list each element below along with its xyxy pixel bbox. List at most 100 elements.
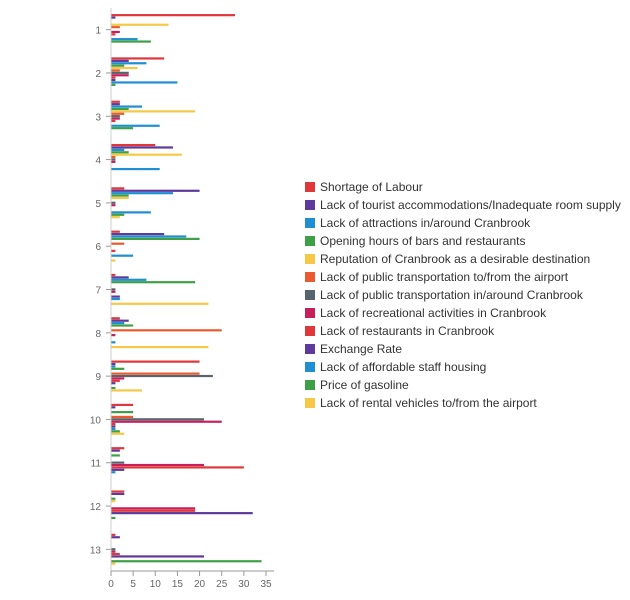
legend-swatch [305, 362, 315, 372]
bar-cat9-series4 [111, 367, 125, 370]
bar-cat3-series9 [111, 119, 116, 123]
bar-cat3-series4 [111, 107, 129, 111]
bar-cat4-series4 [111, 151, 129, 154]
bar-cat6-series1 [111, 230, 120, 233]
bar-cat4-series11 [111, 167, 160, 171]
legend-label: Lack of tourist accommodations/Inadequat… [320, 198, 621, 212]
bar-cat12-series1 [111, 490, 125, 493]
bar-cat13-series10 [111, 555, 204, 558]
bar-cat10-series6 [111, 415, 134, 419]
bar-cat1-series2 [111, 16, 116, 19]
bar-cat5-series13 [111, 216, 120, 219]
bar-cat7-series13 [111, 302, 209, 305]
bar-cat4-series7 [111, 158, 116, 161]
bar-cat6-series13 [111, 259, 116, 262]
bar-cat12-series4 [111, 497, 116, 500]
bar-cat9-series10 [111, 382, 116, 385]
bar-cat1-series11 [111, 38, 138, 41]
legend-swatch [305, 218, 315, 228]
bar-cat5-series7 [111, 201, 116, 204]
legend-label: Lack of restaurants in Cranbrook [320, 324, 495, 338]
bar-cat1-series1 [111, 14, 235, 17]
bar-cat4-series1 [111, 143, 156, 147]
bar-cat3-series6 [111, 112, 125, 115]
x-tick-label: 35 [260, 579, 272, 590]
bar-cat3-series7 [111, 115, 120, 118]
legend-label: Opening hours of bars and restaurants [320, 234, 525, 248]
bar-cat2-series8 [111, 74, 129, 77]
bar-cat4-series3 [111, 148, 125, 151]
bar-cat5-series3 [111, 192, 173, 195]
bar-cat9-series2 [111, 362, 116, 366]
bar-cat6-series2 [111, 232, 165, 236]
bar-cat10-series13 [111, 432, 125, 435]
bar-cat12-series2 [111, 492, 125, 496]
bar-cat3-series11 [111, 124, 160, 127]
bar-cat2-series2 [111, 59, 129, 62]
bar-cat3-series5 [111, 110, 196, 113]
bar-cat7-series11 [111, 297, 120, 301]
y-tick-label: 5 [95, 199, 101, 210]
y-tick-label: 1 [95, 26, 101, 37]
legend-label: Lack of attractions in/around Cranbrook [320, 216, 531, 230]
legend-swatch [305, 182, 315, 192]
bar-cat4-series2 [111, 146, 173, 149]
bar-cat12-series5 [111, 500, 116, 503]
bar-cat11-series2 [111, 449, 120, 452]
bar-cat6-series6 [111, 242, 125, 245]
bar-cat5-series2 [111, 189, 200, 192]
bar-cat10-series4 [111, 411, 134, 414]
bar-cat11-series10 [111, 468, 125, 471]
bar-cat2-series9 [111, 76, 116, 79]
bar-cat2-series6 [111, 69, 120, 72]
legend-swatch [305, 380, 315, 390]
bar-cat9-series13 [111, 389, 142, 392]
bar-cat8-series4 [111, 324, 134, 327]
bar-cat2-series7 [111, 71, 129, 74]
bar-cat10-series11 [111, 427, 116, 431]
bar-cat8-series6 [111, 329, 222, 332]
bar-cat10-series10 [111, 425, 116, 428]
x-tick-label: 20 [194, 579, 206, 590]
y-tick-label: 10 [90, 415, 102, 426]
bar-cat3-series1 [111, 100, 120, 103]
y-tick-label: 2 [95, 69, 101, 80]
bar-cat1-series12 [111, 40, 151, 43]
bar-cat5-series11 [111, 211, 151, 214]
bar-cat12-series12 [111, 516, 116, 520]
bar-cat12-series8 [111, 507, 196, 510]
bar-cat10-series7 [111, 418, 204, 421]
bar-cat10-series8 [111, 420, 222, 423]
y-tick-label: 9 [95, 372, 101, 383]
bar-cat9-series3 [111, 365, 116, 368]
bar-cat1-series6 [111, 26, 120, 29]
bar-cat11-series1 [111, 447, 125, 450]
legend-label: Exchange Rate [320, 342, 402, 356]
x-tick-label: 15 [172, 579, 184, 590]
bars-layer [111, 14, 262, 565]
y-tick-label: 4 [95, 156, 101, 167]
legend-label: Lack of recreational activities in Cranb… [320, 306, 547, 320]
bar-cat11-series7 [111, 461, 125, 464]
legend-label: Lack of rental vehicles to/from the airp… [320, 396, 537, 410]
bar-cat9-series6 [111, 372, 200, 375]
bar-cat6-series11 [111, 254, 134, 257]
bar-cat6-series3 [111, 235, 187, 238]
legend-label: Shortage of Labour [320, 180, 423, 194]
bar-cat13-series9 [111, 552, 120, 556]
bar-cat10-series12 [111, 430, 120, 433]
x-tick-label: 30 [238, 579, 250, 590]
bar-cat7-series1 [111, 273, 116, 277]
bar-cat4-series6 [111, 155, 116, 159]
bar-cat9-series9 [111, 379, 120, 382]
bar-cat7-series2 [111, 276, 129, 279]
bar-cat3-series12 [111, 127, 134, 130]
bar-cat11-series11 [111, 471, 116, 474]
legend: Shortage of Labour Lack of tourist accomm… [305, 180, 621, 410]
bar-cat7-series7 [111, 288, 116, 291]
bar-cat2-series11 [111, 81, 178, 84]
bar-cat10-series1 [111, 403, 134, 407]
bar-cat5-series8 [111, 204, 116, 207]
bar-cat11-series8 [111, 463, 204, 467]
